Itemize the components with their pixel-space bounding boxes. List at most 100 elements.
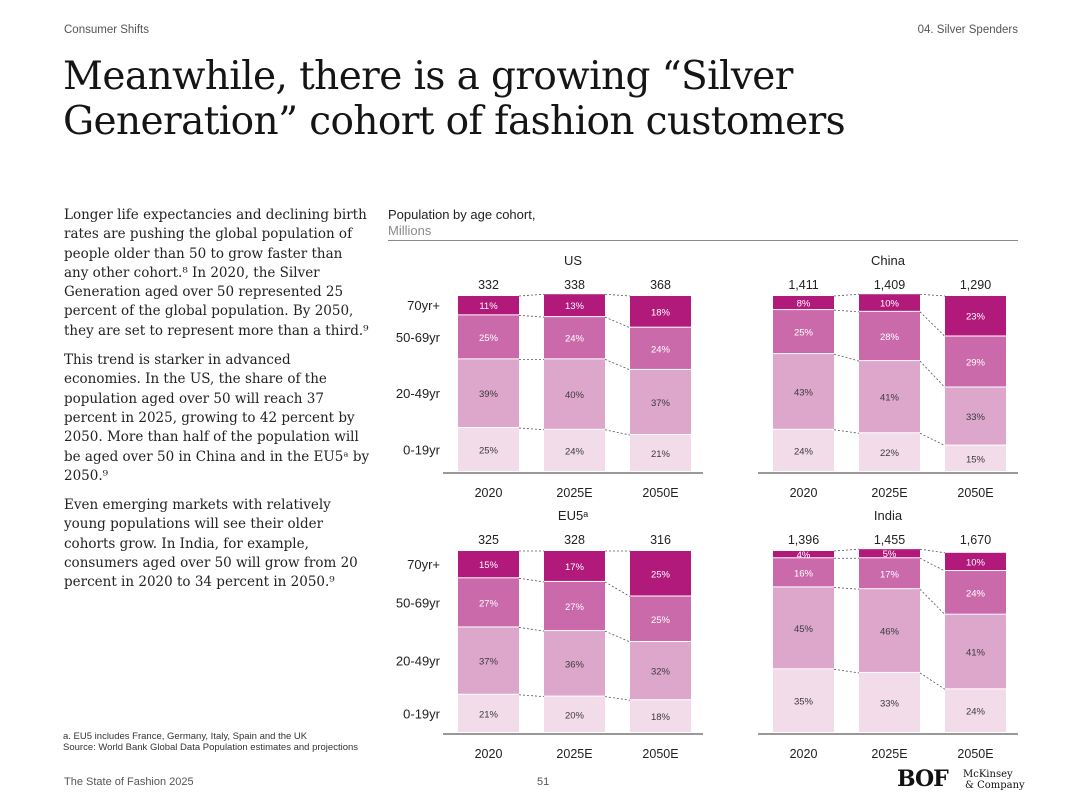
total-label: 1,411: [788, 278, 818, 292]
bar-segment-70yr+: [630, 296, 691, 327]
bar-segment-50-69yr: [544, 581, 605, 631]
percent-label: 10%: [880, 299, 900, 310]
category-label: 2025E: [871, 486, 907, 500]
cohort-axis-label: 20-49yr: [396, 654, 441, 669]
bar-segment-20-49yr: [945, 614, 1006, 689]
percent-label: 37%: [479, 657, 499, 668]
bar-segment-0-19yr: [859, 672, 920, 732]
body-paragraph-1: Longer life expectancies and declining b…: [64, 207, 369, 339]
total-label: 1,670: [960, 533, 991, 547]
percent-label: 33%: [880, 698, 900, 709]
bar-segment-70yr+: [458, 296, 519, 315]
mckinsey-logo-line-1: McKinsey: [963, 769, 1013, 780]
percent-label: 18%: [651, 307, 671, 318]
total-label: 316: [650, 533, 671, 547]
bar-segment-20-49yr: [859, 589, 920, 672]
bar-segment-50-69yr: [945, 336, 1006, 387]
cohort-axis-label: 20-49yr: [396, 386, 441, 401]
connector-line: [518, 427, 545, 431]
category-label: 2020: [790, 747, 818, 761]
connector-line: [604, 581, 631, 597]
percent-label: 8%: [797, 299, 811, 310]
bar-segment-70yr+: [544, 294, 605, 317]
chart-header-rule: [388, 240, 1018, 241]
connector-line: [919, 557, 946, 572]
percent-label: 32%: [651, 667, 671, 678]
chart-title-1: China: [871, 253, 906, 268]
percent-label: 33%: [966, 412, 986, 423]
bar-segment-20-49yr: [544, 631, 605, 696]
category-label: 2050E: [642, 486, 678, 500]
connector-line: [919, 432, 946, 446]
bar-segment-20-49yr: [859, 361, 920, 433]
source-note: Source: World Bank Global Data Populatio…: [63, 742, 359, 753]
percent-label: 5%: [883, 549, 897, 560]
connector-line: [833, 429, 860, 434]
connector-line: [833, 309, 860, 313]
connector-line: [518, 314, 545, 318]
total-label: 328: [564, 533, 585, 547]
connector-line: [919, 360, 946, 388]
connector-line: [604, 358, 631, 371]
mckinsey-logo-line-2: & Company: [965, 780, 1025, 791]
connector-line: [833, 668, 860, 674]
category-label: 2020: [475, 486, 503, 500]
bar-segment-50-69yr: [630, 327, 691, 369]
bar-segment-20-49yr: [630, 369, 691, 435]
percent-label: 17%: [880, 569, 900, 580]
percent-label: 22%: [880, 448, 900, 459]
bar-segment-0-19yr: [945, 689, 1006, 732]
percent-label: 39%: [479, 389, 499, 400]
bar-segment-20-49yr: [458, 359, 519, 427]
category-label: 2025E: [556, 486, 592, 500]
percent-label: 10%: [966, 557, 986, 568]
total-label: 1,290: [960, 278, 991, 292]
percent-label: 24%: [966, 707, 986, 718]
page-title: Meanwhile, there is a growing “Silver Ge…: [63, 54, 846, 144]
publication-name: The State of Fashion 2025: [64, 776, 194, 788]
percent-label: 24%: [966, 588, 986, 599]
bar-segment-20-49yr: [458, 627, 519, 694]
connector-line: [833, 353, 860, 362]
chart-title-0: US: [564, 253, 582, 268]
total-label: 1,409: [874, 278, 905, 292]
connector-line: [919, 588, 946, 615]
connector-line: [919, 293, 946, 297]
bar-segment-70yr+: [859, 549, 920, 558]
percent-label: 21%: [479, 709, 499, 720]
percent-label: 24%: [565, 446, 585, 457]
percent-label: 41%: [880, 393, 900, 404]
percent-label: 27%: [565, 602, 585, 613]
bar-segment-50-69yr: [544, 317, 605, 359]
bar-segment-0-19yr: [630, 435, 691, 471]
percent-label: 15%: [966, 454, 986, 465]
percent-label: 23%: [966, 312, 986, 323]
bof-logo: BOF: [897, 766, 949, 792]
connector-line: [919, 311, 946, 337]
bar-segment-0-19yr: [945, 445, 1006, 471]
chart-unit: Millions: [388, 223, 432, 238]
percent-label: 24%: [794, 446, 814, 457]
total-label: 325: [478, 533, 499, 547]
percent-label: 21%: [651, 449, 671, 460]
bar-segment-50-69yr: [458, 315, 519, 359]
total-label: 368: [650, 278, 671, 292]
percent-label: 36%: [565, 659, 585, 670]
percent-label: 18%: [651, 712, 671, 723]
bar-segment-20-49yr: [945, 387, 1006, 445]
bar-segment-50-69yr: [630, 596, 691, 641]
connector-line: [604, 696, 631, 701]
bar-segment-70yr+: [945, 552, 1006, 571]
bar-segment-50-69yr: [773, 310, 834, 354]
connector-line: [604, 293, 631, 297]
percent-label: 25%: [651, 569, 671, 580]
percent-label: 45%: [794, 624, 814, 635]
mckinsey-logo: McKinsey & Company: [963, 769, 1025, 791]
bar-segment-0-19yr: [544, 696, 605, 732]
percent-label: 25%: [651, 615, 671, 626]
total-label: 1,455: [874, 533, 905, 547]
percent-label: 40%: [565, 390, 585, 401]
bar-segment-70yr+: [773, 296, 834, 310]
percent-label: 17%: [565, 562, 585, 573]
